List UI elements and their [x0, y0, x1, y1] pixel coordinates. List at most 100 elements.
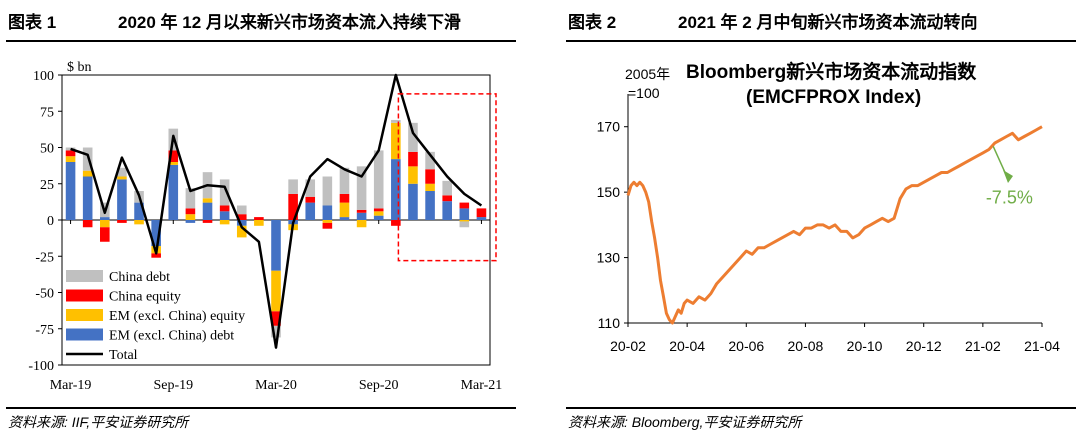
bar-segment — [476, 217, 487, 220]
bar-segment — [65, 150, 76, 157]
figure-2-source: 资料来源: Bloomberg,平安证券研究所 — [568, 414, 802, 430]
bar-segment — [373, 215, 384, 220]
bar-segment — [134, 220, 144, 225]
bar-segment — [134, 202, 144, 220]
bar-segment — [219, 220, 230, 225]
x-tick-label: 20-12 — [906, 338, 942, 354]
figure-2-title-rule — [566, 40, 1076, 42]
bar-segment — [391, 220, 401, 226]
y-tick-label: 150 — [597, 184, 621, 200]
figure-1-title: 2020 年 12 月以来新兴市场资本流入持续下滑 — [118, 13, 461, 32]
bar-segment — [100, 220, 110, 228]
bar-segment — [373, 211, 384, 216]
figure-2-label: 图表 2 — [568, 13, 617, 32]
bar-segment — [219, 205, 230, 212]
x-tick-label: 21-04 — [1024, 338, 1060, 354]
bar-segment — [236, 225, 247, 238]
bar-segment — [168, 150, 179, 162]
bar-segment — [305, 196, 316, 203]
bar-segment — [202, 202, 213, 220]
figure-1: 图表 1 2020 年 12 月以来新兴市场资本流入持续下滑 $ bn 100 75… — [0, 0, 520, 447]
bar-segment — [459, 220, 470, 222]
figure-2-chart: 2005年 =100 Bloomberg新兴市场资本流动指数 (EMCFPROX In… — [597, 60, 1060, 354]
figure-1-source: 资料来源: IIF,平安证券研究所 — [8, 414, 189, 430]
chart-title-line-1: Bloomberg新兴市场资本流动指数 — [686, 60, 977, 83]
bar-segment — [476, 208, 487, 218]
x-tick-label: 20-06 — [728, 338, 764, 354]
bar-segment — [202, 198, 213, 203]
x-tick-label: Mar-19 — [50, 378, 92, 393]
figure-2-source-rule — [566, 407, 1076, 409]
legend-label: China equity — [109, 290, 181, 305]
bar-segment — [151, 253, 161, 258]
bar-segment — [271, 270, 281, 312]
bar-segment — [408, 166, 418, 184]
bar-segment — [65, 147, 76, 151]
bar-segment — [65, 156, 76, 162]
bar-segment — [459, 202, 470, 209]
y-tick-label: 25 — [40, 178, 54, 193]
bar-segment — [305, 202, 316, 220]
bar-segment — [271, 311, 281, 326]
bar-segment — [373, 208, 384, 212]
bar-segment — [322, 176, 333, 206]
bar-segment — [65, 162, 76, 220]
bar-segment — [356, 209, 367, 213]
bar-segment — [185, 208, 196, 215]
base-label-line-1: 2005年 — [625, 66, 670, 82]
bar-segment — [168, 164, 179, 220]
figure-1-chart: $ bn 100 75 50 25 0 -25 -50 -75 -100 Mar-19 Sep-19 M… — [28, 60, 503, 393]
bar-segment — [117, 167, 127, 177]
bar-segment — [408, 122, 418, 152]
legend-label: EM (excl. China) equity — [109, 309, 245, 324]
chart-title-line-2: (EMCFPROX Index) — [746, 87, 921, 108]
bar-segment — [202, 220, 213, 223]
bar-segment — [305, 179, 316, 197]
bar-segment — [442, 180, 452, 196]
bar-segment — [391, 159, 401, 220]
bar-segment — [425, 183, 435, 191]
bar-segment — [459, 208, 470, 220]
y-tick-label: 75 — [40, 105, 54, 120]
y-tick-label: 170 — [597, 119, 621, 135]
x-tick-label: Sep-20 — [359, 378, 399, 393]
bar-segment — [459, 221, 470, 228]
annotation-arrowhead — [1002, 170, 1013, 184]
figure-1-label: 图表 1 — [8, 13, 57, 32]
legend-label: China debt — [109, 270, 170, 285]
bar-segment — [254, 217, 264, 220]
bar-segment — [322, 205, 333, 220]
y-tick-label: -25 — [35, 250, 54, 265]
legend-label: Total — [109, 348, 138, 363]
bar-segment — [185, 214, 196, 220]
x-tick-label: Mar-21 — [461, 378, 503, 393]
bar-segment — [271, 325, 281, 338]
y-tick-label: -75 — [35, 323, 54, 338]
bar-segment — [236, 205, 247, 215]
bar-segment — [356, 220, 367, 228]
bar-segment — [185, 220, 196, 223]
bar-segment — [236, 214, 247, 220]
y-tick-label: -50 — [35, 287, 54, 302]
legend-swatch — [66, 328, 103, 341]
legend-swatch — [66, 309, 103, 321]
figure-2-title: 2021 年 2 月中旬新兴市场资本流动转向 — [678, 13, 978, 32]
bar-segment — [408, 183, 418, 220]
y-tick-label: 130 — [597, 250, 621, 266]
x-tick-label: 20-02 — [610, 338, 646, 354]
bar-segment — [254, 220, 264, 226]
bar-segment — [425, 151, 435, 170]
bar-segment — [408, 151, 418, 167]
y-tick-label: 50 — [40, 142, 54, 157]
x-tick-label: 21-02 — [965, 338, 1001, 354]
bar-segment — [236, 220, 247, 226]
bar-segment — [117, 220, 127, 223]
bar-segment — [339, 202, 350, 218]
highlight-box — [397, 93, 497, 262]
total-line — [70, 73, 483, 349]
bar-segment — [271, 220, 281, 271]
figure-1-title-bar: 图表 1 2020 年 12 月以来新兴市场资本流入持续下滑 — [8, 4, 516, 34]
bar-segment — [442, 201, 452, 220]
x-tick-label: Sep-19 — [153, 378, 193, 393]
figure-1-source-rule — [6, 407, 516, 409]
